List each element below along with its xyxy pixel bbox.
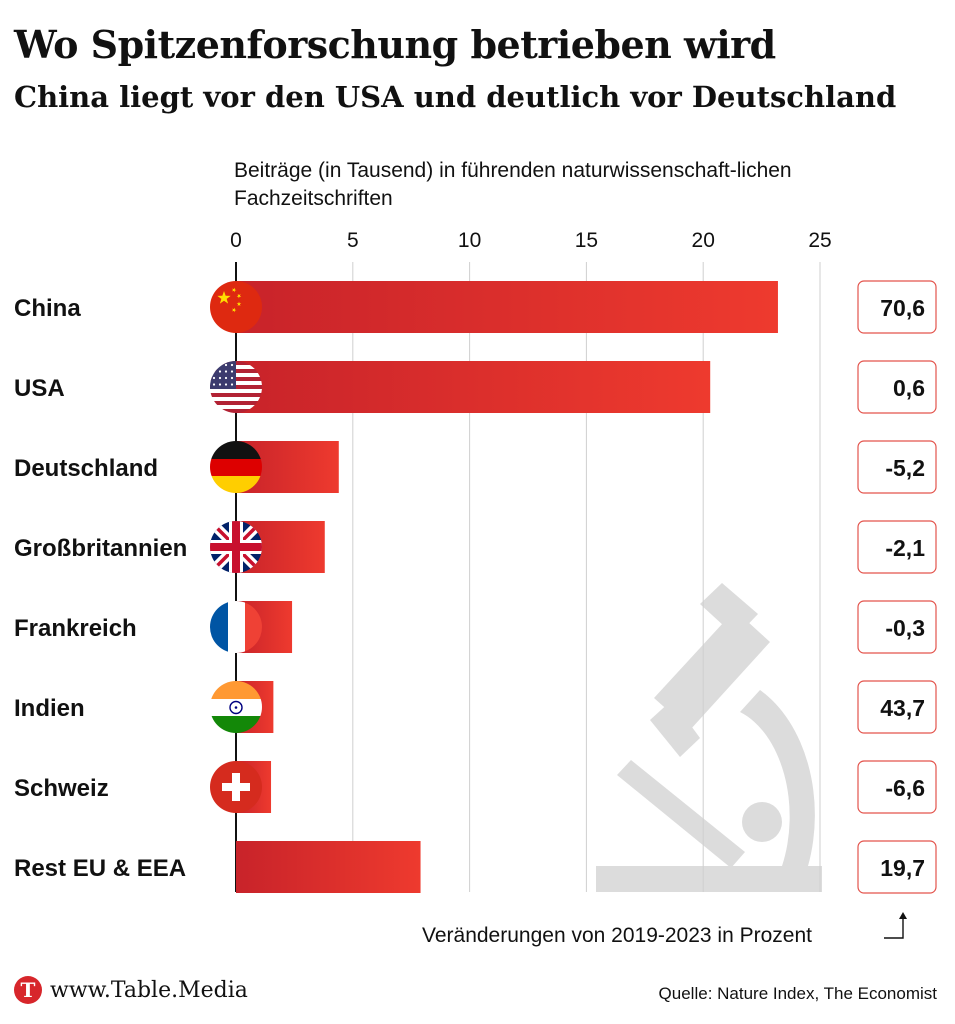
bar bbox=[236, 361, 711, 413]
x-tick-label: 20 bbox=[692, 229, 715, 252]
x-tick-labels: 0 5 10 15 20 25 bbox=[230, 229, 832, 252]
flag-icons bbox=[210, 281, 262, 813]
change-value: 70,6 bbox=[880, 295, 925, 321]
usa-flag-icon bbox=[210, 361, 262, 413]
category-label: Indien bbox=[14, 695, 85, 722]
category-label: Frankreich bbox=[14, 615, 137, 642]
change-value: -5,2 bbox=[885, 455, 925, 481]
x-tick-label: 0 bbox=[230, 229, 242, 252]
change-label: Veränderungen von 2019-2023 in Prozent bbox=[422, 924, 812, 947]
change-box: 43,7 bbox=[857, 680, 937, 734]
microscope-icon bbox=[596, 583, 822, 892]
switzerland-flag-icon bbox=[210, 761, 262, 813]
change-box: 0,6 bbox=[857, 360, 937, 414]
change-box: -2,1 bbox=[857, 520, 937, 574]
change-value: -2,1 bbox=[885, 535, 925, 561]
category-labels: China USA Deutschland Großbritannien Frankre… bbox=[14, 295, 187, 882]
change-value: -0,3 bbox=[885, 615, 925, 641]
corner-arrow-icon bbox=[884, 912, 907, 939]
category-label: Großbritannien bbox=[14, 535, 187, 562]
gridlines bbox=[235, 262, 821, 892]
india-flag-icon bbox=[210, 681, 262, 733]
category-label: Rest EU & EEA bbox=[14, 855, 186, 882]
change-value: 19,7 bbox=[880, 855, 925, 881]
uk-flag-icon bbox=[210, 521, 262, 573]
france-flag-icon bbox=[210, 601, 262, 653]
change-value: 0,6 bbox=[893, 375, 925, 401]
site-name: www.Table.Media bbox=[50, 977, 248, 1003]
category-label: Deutschland bbox=[14, 455, 158, 482]
x-tick-label: 15 bbox=[575, 229, 598, 252]
bar bbox=[236, 841, 421, 893]
chart-subtitle: China liegt vor den USA und deutlich vor… bbox=[14, 80, 897, 114]
category-label: USA bbox=[14, 375, 65, 402]
chart-title: Wo Spitzenforschung betrieben wird bbox=[14, 22, 776, 67]
bar bbox=[236, 281, 778, 333]
change-box: 19,7 bbox=[857, 840, 937, 894]
change-value: 43,7 bbox=[880, 695, 925, 721]
table-logo-icon: T bbox=[14, 976, 42, 1004]
china-flag-icon bbox=[210, 281, 262, 333]
brand-logo: T www.Table.Media bbox=[14, 976, 248, 1004]
bars bbox=[236, 281, 778, 893]
change-box: 70,6 bbox=[857, 280, 937, 334]
change-box: -6,6 bbox=[857, 760, 937, 814]
source-note: Quelle: Nature Index, The Economist bbox=[658, 984, 937, 1003]
change-box: -0,3 bbox=[857, 600, 937, 654]
x-tick-label: 5 bbox=[347, 229, 359, 252]
change-value: -6,6 bbox=[885, 775, 925, 801]
x-tick-label: 10 bbox=[458, 229, 481, 252]
change-boxes: 70,6 0,6 -5,2 -2,1 -0,3 43,7 -6,6 19,7 bbox=[857, 280, 937, 894]
category-label: China bbox=[14, 295, 81, 322]
x-tick-label: 25 bbox=[808, 229, 831, 252]
x-axis-label: Beiträge (in Tausend) in führenden natur… bbox=[234, 159, 792, 210]
change-box: -5,2 bbox=[857, 440, 937, 494]
germany-flag-icon bbox=[210, 441, 262, 493]
category-label: Schweiz bbox=[14, 775, 109, 802]
